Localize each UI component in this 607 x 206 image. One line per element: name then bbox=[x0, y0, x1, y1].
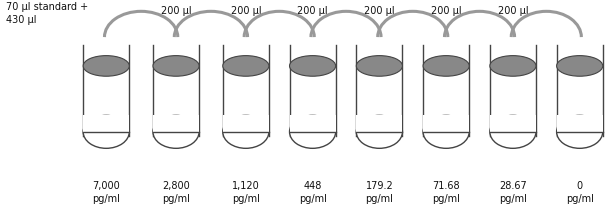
Ellipse shape bbox=[423, 56, 469, 76]
Text: 200 μl: 200 μl bbox=[231, 6, 261, 16]
Text: 2,800
pg/ml: 2,800 pg/ml bbox=[162, 181, 190, 204]
Ellipse shape bbox=[83, 115, 129, 148]
Text: 179.2
pg/ml: 179.2 pg/ml bbox=[365, 181, 393, 204]
Text: 7,000
pg/ml: 7,000 pg/ml bbox=[92, 181, 120, 204]
Text: 71.68
pg/ml: 71.68 pg/ml bbox=[432, 181, 460, 204]
Text: 70 μl standard +
430 μl: 70 μl standard + 430 μl bbox=[6, 2, 88, 25]
Ellipse shape bbox=[83, 56, 129, 76]
Ellipse shape bbox=[223, 56, 269, 76]
Ellipse shape bbox=[557, 56, 603, 76]
FancyBboxPatch shape bbox=[557, 115, 603, 132]
Text: 200 μl: 200 μl bbox=[161, 6, 191, 16]
FancyBboxPatch shape bbox=[83, 115, 129, 132]
FancyBboxPatch shape bbox=[223, 115, 269, 132]
Ellipse shape bbox=[153, 115, 199, 148]
Text: 200 μl: 200 μl bbox=[297, 6, 328, 16]
Text: 0
pg/ml: 0 pg/ml bbox=[566, 181, 594, 204]
Ellipse shape bbox=[490, 56, 536, 76]
Ellipse shape bbox=[223, 115, 269, 148]
Text: 200 μl: 200 μl bbox=[498, 6, 528, 16]
Text: 200 μl: 200 μl bbox=[431, 6, 461, 16]
Ellipse shape bbox=[290, 56, 336, 76]
Ellipse shape bbox=[356, 115, 402, 148]
FancyBboxPatch shape bbox=[490, 115, 536, 132]
Ellipse shape bbox=[153, 56, 199, 76]
Ellipse shape bbox=[423, 115, 469, 148]
Text: 200 μl: 200 μl bbox=[364, 6, 395, 16]
Ellipse shape bbox=[356, 56, 402, 76]
FancyBboxPatch shape bbox=[153, 115, 199, 132]
Text: 28.67
pg/ml: 28.67 pg/ml bbox=[499, 181, 527, 204]
Text: 1,120
pg/ml: 1,120 pg/ml bbox=[232, 181, 260, 204]
FancyBboxPatch shape bbox=[356, 115, 402, 132]
Ellipse shape bbox=[490, 115, 536, 148]
FancyBboxPatch shape bbox=[290, 115, 336, 132]
Ellipse shape bbox=[557, 115, 603, 148]
Text: 448
pg/ml: 448 pg/ml bbox=[299, 181, 327, 204]
Ellipse shape bbox=[290, 115, 336, 148]
FancyBboxPatch shape bbox=[423, 115, 469, 132]
